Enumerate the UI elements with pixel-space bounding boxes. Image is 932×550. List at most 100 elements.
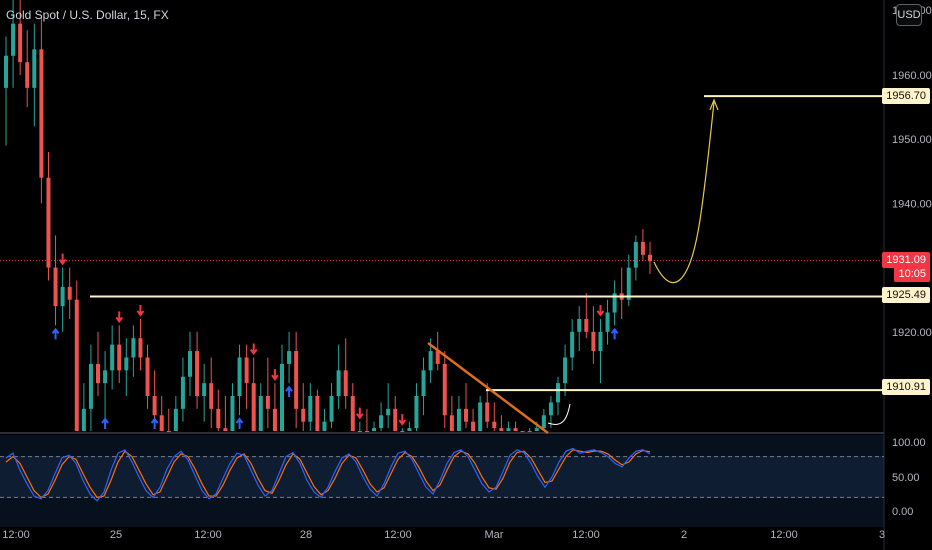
down-arrow-icon [58,253,67,266]
candle-body [117,344,122,371]
projection-arrowhead-icon [709,98,719,111]
levels-layer [90,95,884,392]
candle-body [173,408,178,431]
down-arrow-icon [249,343,258,356]
candle-body [258,396,263,431]
current-price-tag: 1931.09 [882,252,930,268]
oscillator-tick-label: 0.00 [892,506,913,518]
candle-body [11,23,16,56]
candle-body [272,408,277,431]
candle-body [393,408,398,431]
downtrend-line[interactable] [427,342,549,434]
time-tick-label: 3 [879,529,885,541]
time-tick-label: 12:00 [572,529,600,541]
candle-body [251,383,256,431]
candles-layer [4,0,652,432]
time-tick-label: 12:00 [2,529,30,541]
down-arrow-icon [398,414,407,426]
candle-body [315,396,320,431]
candle-body [67,286,72,300]
time-tick-label: 12:00 [384,529,412,541]
candle-body [53,267,58,307]
candle-body [329,396,334,422]
price-tick-label: 1940.00 [892,198,932,210]
projection-curve[interactable] [653,101,715,284]
candle-body [591,331,596,352]
candle-body [485,402,490,422]
candle-body [506,428,511,431]
up-arrow-icon [285,385,293,398]
candle-body [449,415,454,431]
candle-body [74,299,79,431]
candle-body [386,408,391,416]
candle-body [364,431,369,432]
level-tag-1925: 1925.49 [882,287,930,303]
currency-button[interactable]: USD [896,4,922,26]
candle-body [336,370,341,396]
candle-body [46,177,51,268]
candle-body [640,241,645,255]
candle-body [180,376,185,409]
candle-body [428,351,433,371]
candle-body [442,363,447,416]
candle-body [308,396,313,422]
candle-body [39,49,44,178]
candle-body [633,241,638,268]
candle-body [152,396,157,416]
candle-body [548,402,553,416]
candle-body [216,408,221,429]
price-tick-label: 1950.00 [892,134,932,146]
candle-body [223,428,228,431]
candle-body [18,23,23,63]
time-tick-label: 12:00 [770,529,798,541]
candle-body [563,357,568,384]
candle-body [145,357,150,396]
candle-body [584,318,589,332]
candle-body [626,267,631,300]
candle-body [357,431,362,432]
time-tick-label: 28 [300,529,312,541]
candle-body [400,431,405,432]
down-arrow-icon [356,407,364,420]
oscillator-axis: 100.00 50.00 0.00 [892,437,926,518]
price-tick-label: 1960.00 [892,70,932,82]
down-arrow-icon [271,369,279,381]
candle-body [478,402,483,431]
candle-body [577,318,582,332]
candle-body [287,351,292,364]
candle-body [188,351,192,377]
candle-body [159,415,164,431]
candle-body [379,415,384,429]
price-tick-label: 1920.00 [892,327,932,339]
candle-body [301,408,306,422]
candle-body [166,431,171,432]
candle-body [322,421,327,431]
oscillator-d-line [5,449,651,499]
oscillator-tick-label: 50.00 [892,472,920,484]
candle-body [435,351,440,364]
candle-body [527,431,532,432]
candle-body [209,383,214,409]
time-tick-label: Mar [485,529,504,541]
candle-body [265,396,270,409]
up-arrow-icon [610,327,619,340]
up-arrow-icon [235,417,244,429]
candle-body [280,363,284,431]
candle-body [32,49,37,88]
down-arrow-icon [596,304,605,317]
candle-body [60,286,65,307]
down-arrow-icon [115,311,124,324]
candle-countdown: 10:05 [894,266,930,282]
candle-body [492,421,497,429]
down-arrow-icon [136,304,145,317]
time-axis[interactable]: 12:00 25 12:00 28 12:00 Mar 12:00 2 12:00 3 [2,529,885,541]
candle-body [464,408,468,422]
level-tag-1910: 1910.91 [882,379,930,395]
candle-body [421,370,426,396]
curve-annotation [547,403,571,425]
signal-arrows-layer [51,253,619,429]
candle-body [414,396,419,429]
oscillator-tick-label: 100.00 [892,437,926,449]
candle-body [110,344,115,371]
